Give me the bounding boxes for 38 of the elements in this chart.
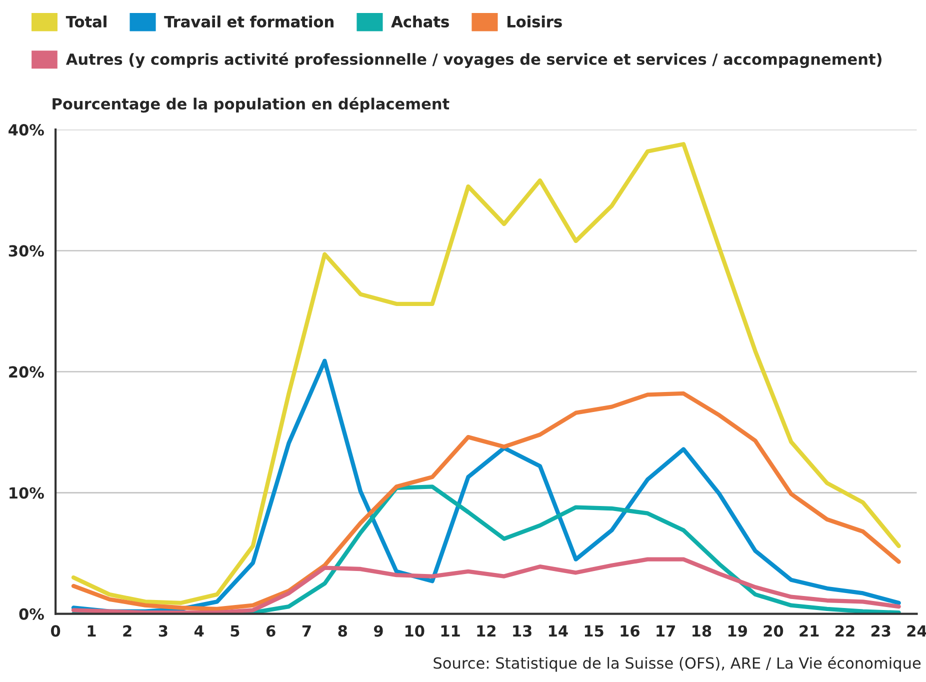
x-tick-label: 23 <box>871 625 890 637</box>
line-series <box>71 557 901 614</box>
x-tick-label: 12 <box>477 625 496 637</box>
y-tick-label: 20% <box>9 366 44 378</box>
x-tick-label: 6 <box>266 625 276 637</box>
x-tick-label: 3 <box>158 625 168 637</box>
x-tick-label: 17 <box>656 625 675 637</box>
x-tick-label: 0 <box>50 625 60 637</box>
x-tick-label: 11 <box>441 625 460 637</box>
x-tick-label: 8 <box>338 625 347 637</box>
legend-label: Total <box>66 16 106 28</box>
y-tick-label: 40% <box>8 124 44 136</box>
legend-label: Loisirs <box>508 16 562 28</box>
y-tick-label: 0% <box>19 608 44 620</box>
legend-label: Travail et formation <box>164 16 334 28</box>
x-tick-label: 1 <box>88 625 96 637</box>
x-tick-label: 10 <box>405 625 424 637</box>
x-tick-label: 18 <box>692 625 712 637</box>
y-axis-title: Pourcentage de la population en déplacement <box>52 97 450 113</box>
source-note: Source: Statistique de la Suisse (OFS), ARE / La Vie économique <box>434 656 921 672</box>
x-tick-label: 7 <box>302 625 311 637</box>
x-tick-label: 5 <box>230 625 240 637</box>
x-tick-label: 20 <box>764 625 784 637</box>
x-tick-label: 14 <box>549 625 568 637</box>
y-tick-label: 10% <box>10 487 44 499</box>
y-tick-label: 30% <box>8 245 44 257</box>
x-tick-label: 9 <box>374 625 383 637</box>
x-tick-label: 21 <box>800 625 819 637</box>
x-tick-label: 13 <box>513 625 532 637</box>
x-tick-label: 16 <box>620 625 640 637</box>
x-tick-label: 22 <box>836 625 854 637</box>
legend-label: Achats <box>391 16 449 28</box>
x-tick-label: 4 <box>194 625 204 637</box>
x-tick-label: 2 <box>123 625 132 637</box>
legend-label: Autres (y compris activité professionnelle / voyages de service et services / accompagnement) <box>66 52 882 68</box>
x-tick-label: 15 <box>584 625 604 637</box>
x-tick-label: 19 <box>728 625 747 637</box>
line-series <box>71 142 901 605</box>
